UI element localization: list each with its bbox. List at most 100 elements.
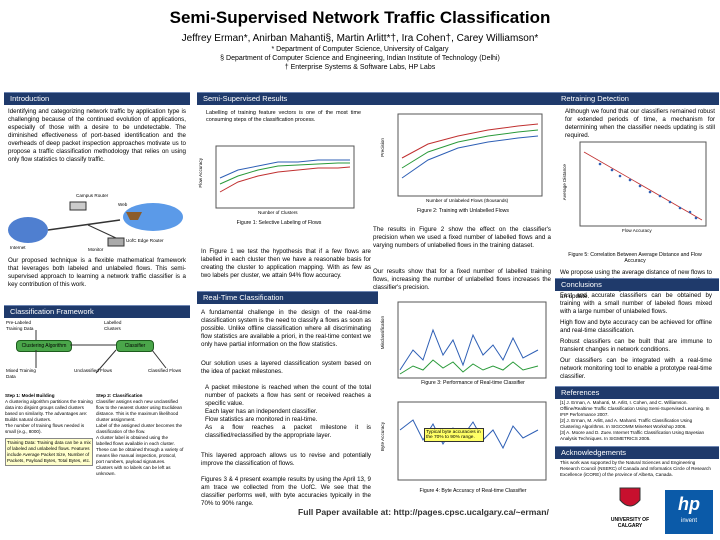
campus-router-label: Campus Router [76, 193, 109, 198]
realtime-bullet-2: Each layer has an independent classifier… [205, 408, 318, 415]
uofc-logo-text: UNIVERSITY OF CALGARY [610, 517, 650, 529]
classifier-node-label: Classifier [124, 343, 146, 349]
results-paragraph-3: The results in Figure 2 show the effect … [373, 226, 551, 249]
figure-5-chart: Average Distance Flow Accuracy [560, 140, 712, 250]
realtime-bullet-4: As a flow reaches a packet milestone it … [205, 424, 371, 439]
step1-bullet-1: Builds natural clusters. [5, 417, 52, 422]
figure-5-caption: Figure 5: Correlation Between Average Di… [568, 252, 702, 264]
step1-text: A clustering algorithm partitions the tr… [5, 399, 93, 416]
callout-text: Typical byte accuracies in the 70% to 90… [426, 430, 481, 440]
figure-3-caption: Figure 3: Performance of Real-time Class… [421, 380, 525, 386]
figure-2-xlabel: Number of Unlabeled Flows (thousands) [426, 198, 509, 203]
conclusion-3: Robust classifiers can be built that are… [560, 338, 712, 353]
results-paragraph-2: In Figure 1 we test the hypothesis that … [201, 248, 371, 279]
uofc-router-label: UofC Edge Router [126, 238, 164, 243]
figure-1-series-2 [219, 162, 350, 185]
framework-diagram: Pre-Labeled Training Data Labelled Clust… [6, 318, 186, 390]
internet-cloud-icon [8, 217, 48, 243]
figure-3-chart: Misclassification Figure 3: Performance … [378, 300, 550, 392]
figure-1-ylabel: Flow Accuracy [198, 158, 203, 188]
figure-2-plot-area [397, 113, 543, 197]
conclusion-2: High flow and byte accuracy can be achie… [560, 319, 712, 334]
training-data-box: Training Data: Training data can be a mi… [5, 438, 93, 466]
figure-1-xlabel: Number of Clusters [258, 210, 298, 215]
step2-bullet-2: Label of the assigned cluster becomes th… [96, 423, 183, 434]
realtime-paragraph-4: Figures 3 & 4 present example results by… [201, 476, 371, 507]
figure-2-series-1 [401, 135, 539, 179]
figure-2-series-3 [401, 123, 539, 159]
figure-1-svg [215, 145, 355, 209]
hp-logo-text: invent [680, 518, 697, 524]
framework-arrows [35, 330, 167, 374]
realtime-paragraph-1: A fundamental challenge in the design of… [201, 309, 371, 348]
edge-router-icon [126, 212, 142, 220]
section-introduction: Introduction [4, 92, 190, 105]
section-retraining: Retraining Detection [555, 92, 719, 105]
conclusion-4: Our classifiers can be integrated with a… [560, 357, 712, 380]
figure-5-ylabel: Average Distance [562, 164, 567, 201]
figure-4-chart: Byte Accuracy Typical byte accuracies in… [378, 400, 550, 498]
figure-2-series-2 [401, 129, 539, 169]
figure-3-ylabel: Misclassification [380, 316, 385, 350]
section-framework: Classification Framework [4, 305, 190, 318]
references-list: [1] J. Erman, A. Mahanti, M. Arlitt, I. … [560, 400, 712, 442]
figure-5-points [598, 162, 698, 220]
ack-paragraph: This work was supported by the Natural S… [560, 460, 711, 477]
step1-bullet-2: The number of training flows needed is s… [5, 423, 85, 434]
intro-paragraph-1: Identifying and categorizing network tra… [8, 108, 186, 163]
monitor-label: Monitor [88, 247, 104, 252]
router-icon [69, 201, 87, 211]
figure-2-chart: Precision Number of Unlabeled Flows (tho… [378, 108, 548, 220]
figure-4-caption: Figure 4: Byte Accuracy of Real-time Cla… [419, 488, 527, 494]
hp-logo: hp invent [665, 490, 713, 534]
step1-box: Step 1: Model Building A clustering algo… [5, 393, 93, 531]
figure-2-svg [397, 113, 543, 197]
clustering-node-label: Clustering Algorithm [21, 343, 67, 349]
network-diagram-svg [8, 201, 183, 247]
reference-3: [3] A. Moore and D. Zuev. Internet Traff… [560, 430, 705, 441]
retraining-paragraph-1: Although we found that our classifiers r… [565, 108, 715, 139]
figure-1-series-3 [219, 166, 351, 193]
figure-3-plot-area [397, 301, 547, 379]
network-diagram: Campus Router Web Internet UofC Edge Rou… [8, 192, 186, 254]
figure-5-svg [579, 141, 707, 227]
realtime-bullet-3: Flow statistics are monitored in real-ti… [205, 416, 318, 423]
realtime-bullets: A packet milestone is reached when the c… [205, 384, 371, 440]
figure-2-ylabel: Precision [380, 138, 385, 157]
internet-label: Internet [10, 245, 26, 250]
results-paragraph-4: Our results show that for a fixed number… [373, 268, 551, 291]
reference-1: [1] J. Erman, A. Mahanti, M. Arlitt, I. … [560, 400, 710, 417]
step1-title: Step 1: Model Building [5, 393, 55, 398]
poster-title: Semi-Supervised Network Traffic Classifi… [169, 8, 551, 27]
realtime-paragraph-3: This layered approach allows us to revis… [201, 452, 371, 467]
uofc-crest-icon [619, 487, 641, 507]
clustering-node: Clustering Algorithm [16, 340, 72, 352]
labelled-clusters-label: Labelled Clusters [104, 320, 122, 331]
section-conclusions: Conclusions [555, 278, 719, 291]
step2-bullet-1: Classifier assigns each new unclassified… [96, 399, 183, 422]
authors: Jeffrey Erman*, Anirban Mahanti§, Martin… [181, 33, 539, 44]
unclassified-flows-label: Unclassified Flows [74, 368, 113, 373]
uofc-logo: UNIVERSITY OF CALGARY [600, 486, 660, 534]
classified-flows-label: Classified Flows [148, 368, 182, 373]
full-paper-link[interactable]: Full Paper available at: http://pages.cp… [298, 507, 549, 517]
training-data-text: Training Data: Training data can be a mi… [7, 440, 91, 463]
figure-4-callout: Typical byte accuracies in the 70% to 90… [424, 428, 484, 442]
section-realtime: Real-Time Classification [197, 291, 378, 304]
figure-1-chart: Flow Accuracy Number of Clusters Figure … [198, 138, 360, 230]
reference-2: [2] J. Erman, M. Arlitt, and A. Mahanti.… [560, 418, 693, 429]
figure-3-series-1 [399, 328, 539, 371]
figure-1-plot-area [215, 145, 355, 209]
intro-paragraph-2: Our proposed technique is a flexible mat… [8, 257, 186, 288]
figure-1-caption: Figure 1: Selective Labeling of Flows [236, 220, 322, 226]
affiliation-2: § Department of Computer Science and Eng… [220, 55, 500, 62]
affiliation-3: † Enterprise Systems & Software Labs, HP… [284, 64, 436, 71]
realtime-paragraph-2: Our solution uses a layered classificati… [201, 360, 371, 375]
section-acknowledgements: Acknowledgements [555, 446, 719, 459]
step2-box: Step 2: Classification Classifier assign… [96, 393, 184, 531]
results-paragraph-1: Labelling of training feature vectors is… [206, 110, 361, 123]
monitor-icon [107, 237, 125, 247]
pre-labeled-label: Pre-Labeled Training Data [6, 320, 34, 331]
section-results: Semi-Supervised Results [197, 92, 558, 105]
campus-cloud-icon [123, 203, 183, 231]
